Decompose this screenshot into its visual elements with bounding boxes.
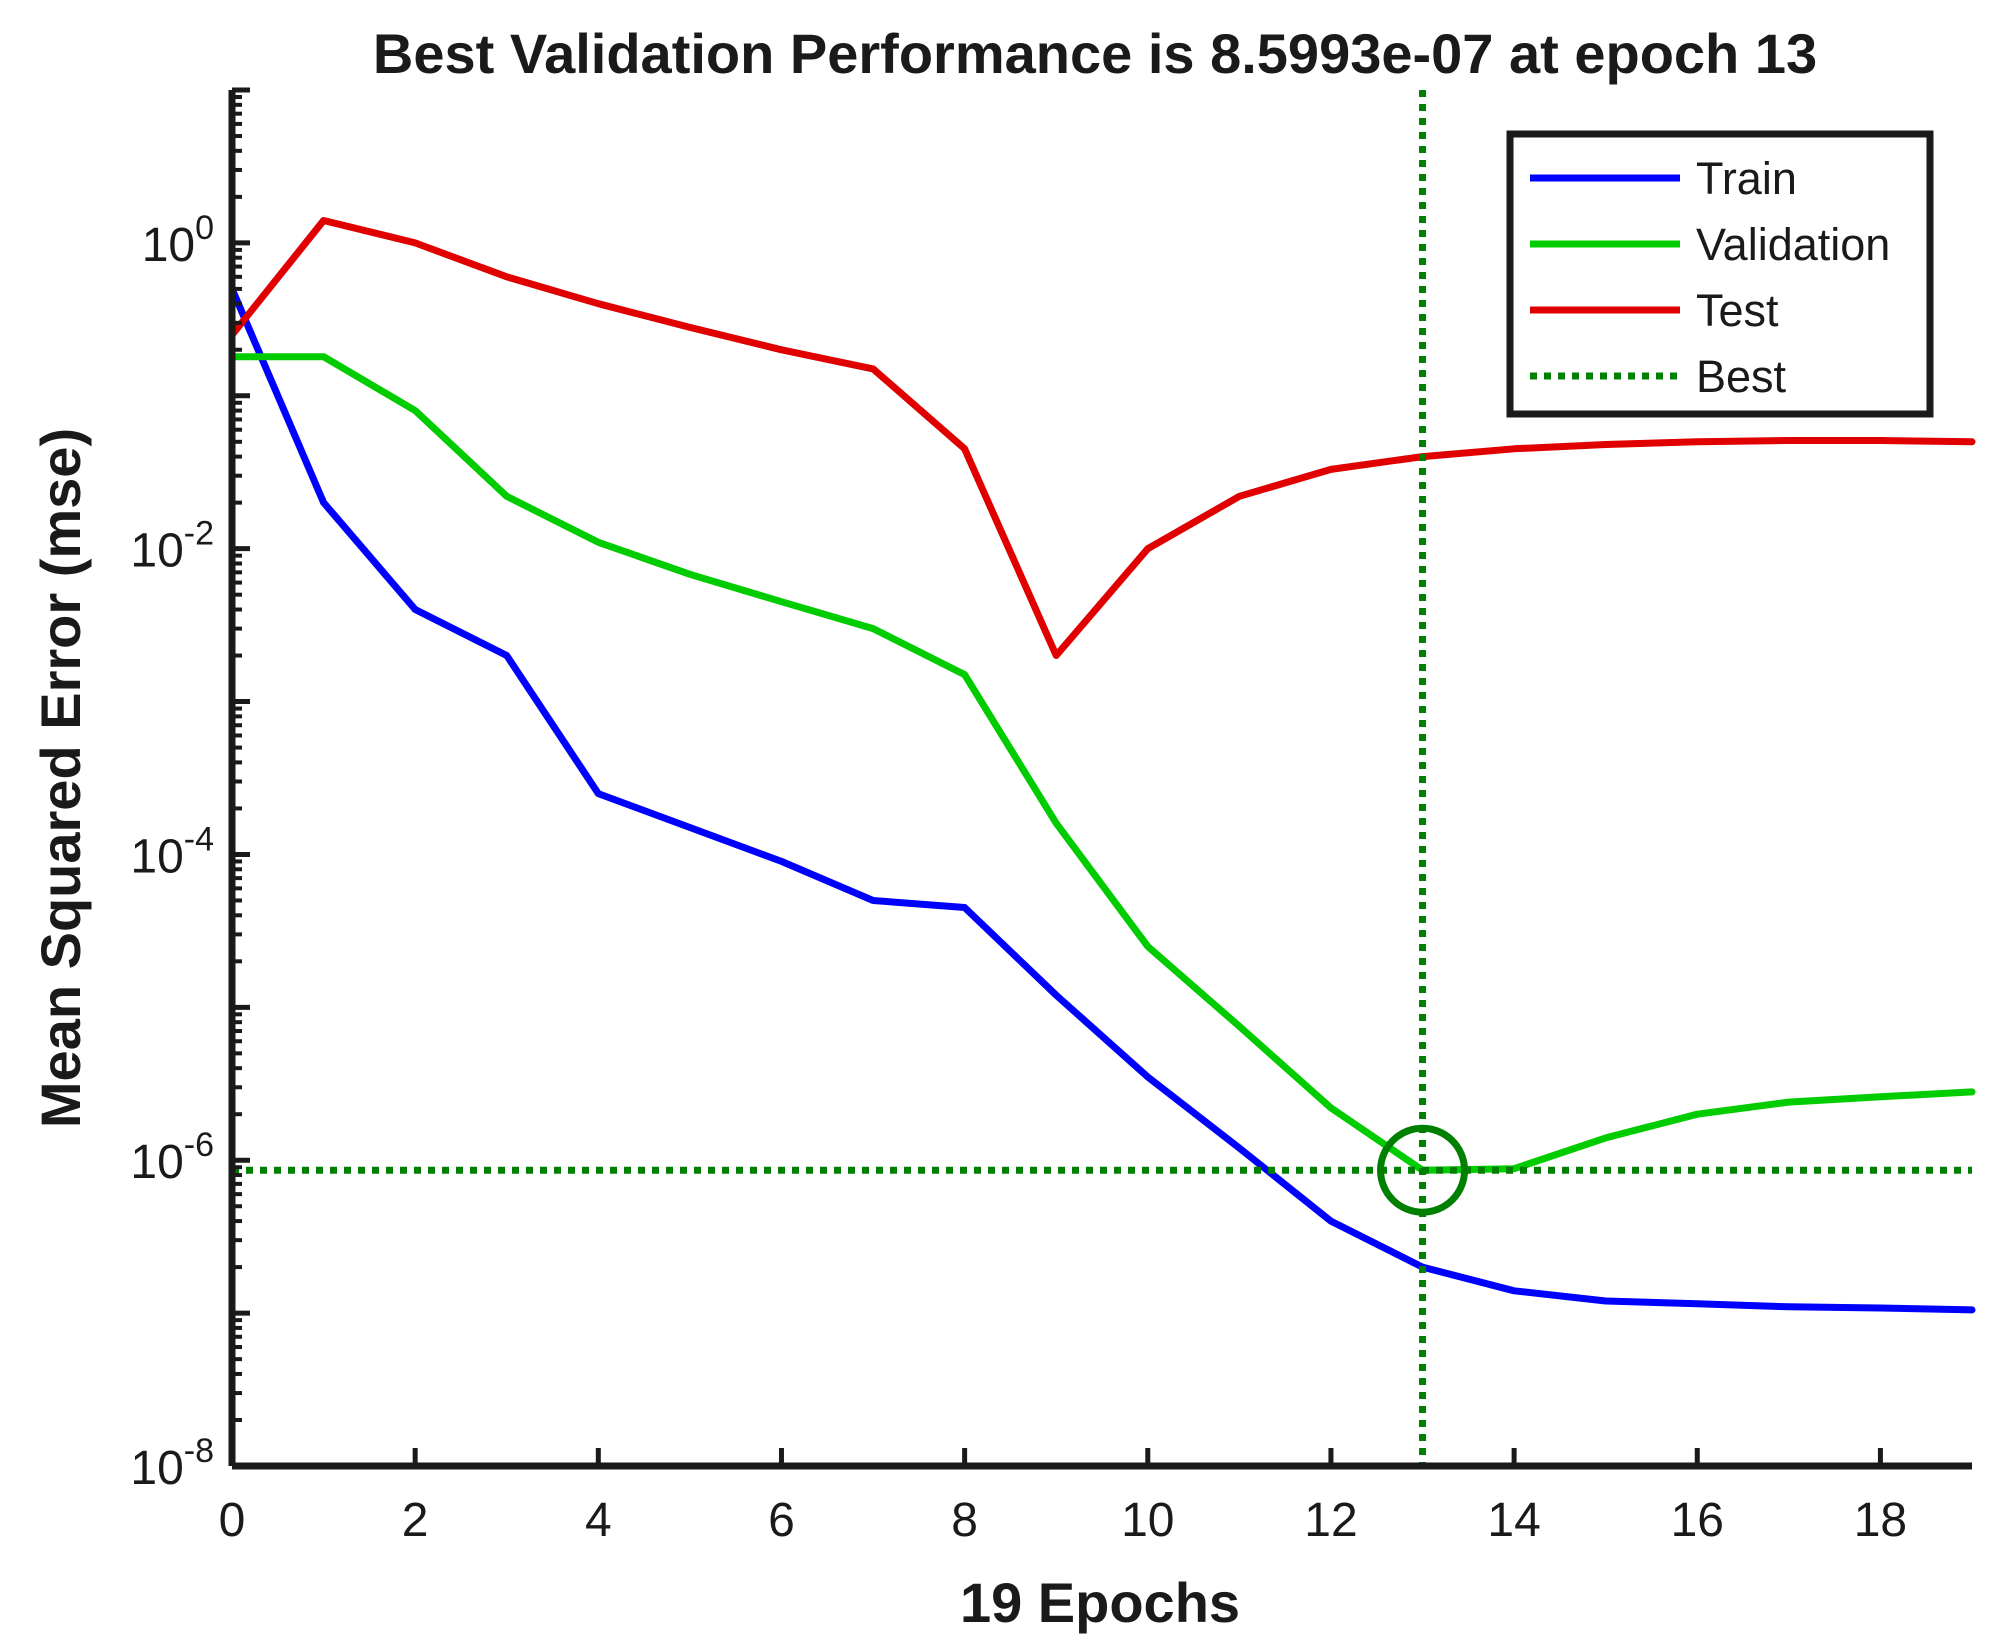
x-tick-label: 0 [219, 1494, 246, 1547]
legend-box [1506, 130, 1934, 418]
y-tick-label: 10-6 [130, 1126, 214, 1189]
x-tick-label: 12 [1304, 1494, 1357, 1547]
best-layer [232, 90, 1972, 1466]
legend-label-best: Best [1696, 351, 1787, 402]
x-tick-label: 4 [585, 1494, 612, 1547]
legend: Train Validation Test Best [1506, 130, 1934, 418]
x-tick-label: 8 [951, 1494, 978, 1547]
x-ticks: 0 2 4 6 8 10 12 14 16 18 [219, 1448, 1907, 1547]
y-tick-label: 10-4 [130, 820, 214, 883]
series-line-train [228, 285, 1976, 1314]
y-minor-ticks [232, 87, 250, 1469]
legend-label-train: Train [1696, 153, 1797, 204]
series-layer [228, 217, 1976, 1314]
best-marker-circle [1377, 1124, 1469, 1216]
legend-label-validation: Validation [1696, 219, 1890, 270]
x-tick-label: 6 [768, 1494, 795, 1547]
x-tick-label: 16 [1671, 1494, 1724, 1547]
series-line-validation [228, 353, 1976, 1174]
legend-entries: Train Validation Test Best [1530, 153, 1890, 402]
x-tick-label: 10 [1121, 1494, 1174, 1547]
legend-label-test: Test [1696, 285, 1779, 336]
chart-title: Best Validation Performance is 8.5993e-0… [373, 22, 1817, 85]
x-tick-label: 18 [1854, 1494, 1907, 1547]
x-tick-label: 14 [1487, 1494, 1540, 1547]
y-axis-label: Mean Squared Error (mse) [29, 428, 92, 1128]
x-tick-label: 2 [402, 1494, 429, 1547]
x-axis-label: 19 Epochs [960, 1571, 1240, 1634]
y-ticks: 100 10-2 10-4 10-6 10-8 [130, 209, 214, 1495]
y-tick-label: 10-2 [130, 515, 214, 578]
series-line-test [228, 217, 1976, 659]
y-tick-label: 10-8 [130, 1432, 214, 1495]
y-tick-label: 100 [142, 209, 214, 272]
